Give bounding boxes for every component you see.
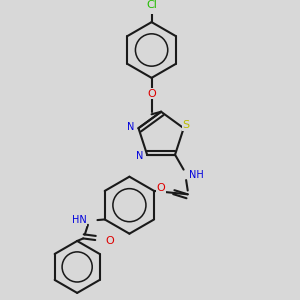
Text: O: O	[147, 89, 156, 99]
Text: NH: NH	[189, 170, 204, 180]
Text: Cl: Cl	[146, 0, 157, 10]
Text: HN: HN	[72, 215, 87, 225]
Text: N: N	[136, 151, 143, 161]
Text: S: S	[183, 120, 190, 130]
Text: N: N	[127, 122, 134, 132]
Text: O: O	[157, 183, 166, 193]
Text: O: O	[105, 236, 114, 246]
